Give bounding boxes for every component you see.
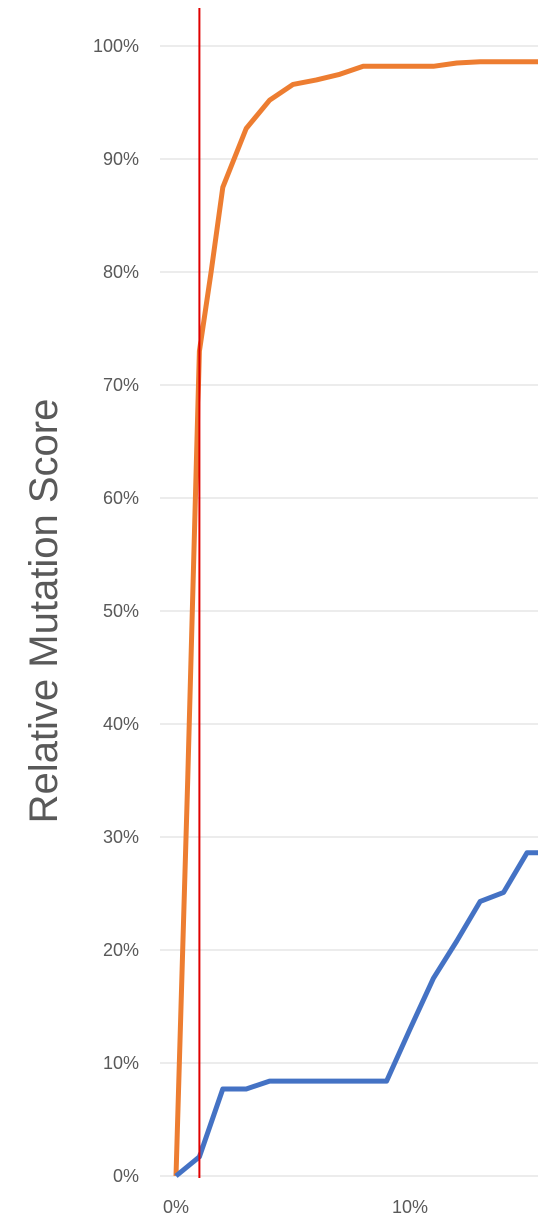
- y-tick-label: 30%: [103, 827, 139, 847]
- y-tick-label: 90%: [103, 149, 139, 169]
- series-line-1: [173, 59, 538, 1177]
- y-axis-title: Relative Mutation Score: [22, 399, 66, 824]
- series-line-2: [174, 850, 538, 1178]
- series-lines: [173, 59, 538, 1178]
- x-tick-label: 10%: [392, 1197, 428, 1217]
- y-tick-label: 40%: [103, 714, 139, 734]
- gridlines: [160, 45, 538, 1177]
- x-tick-label: 0%: [163, 1197, 189, 1217]
- y-tick-label: 80%: [103, 262, 139, 282]
- y-tick-label: 100%: [93, 36, 139, 56]
- x-axis-ticks: 0% 10%: [163, 1197, 428, 1217]
- y-tick-label: 10%: [103, 1053, 139, 1073]
- y-tick-label: 20%: [103, 940, 139, 960]
- y-tick-label: 50%: [103, 601, 139, 621]
- y-tick-label: 0%: [113, 1166, 139, 1186]
- y-tick-label: 70%: [103, 375, 139, 395]
- y-axis-ticks: 0% 10% 20% 30% 40% 50% 60% 70% 80% 90% 100%: [93, 36, 139, 1186]
- y-tick-label: 60%: [103, 488, 139, 508]
